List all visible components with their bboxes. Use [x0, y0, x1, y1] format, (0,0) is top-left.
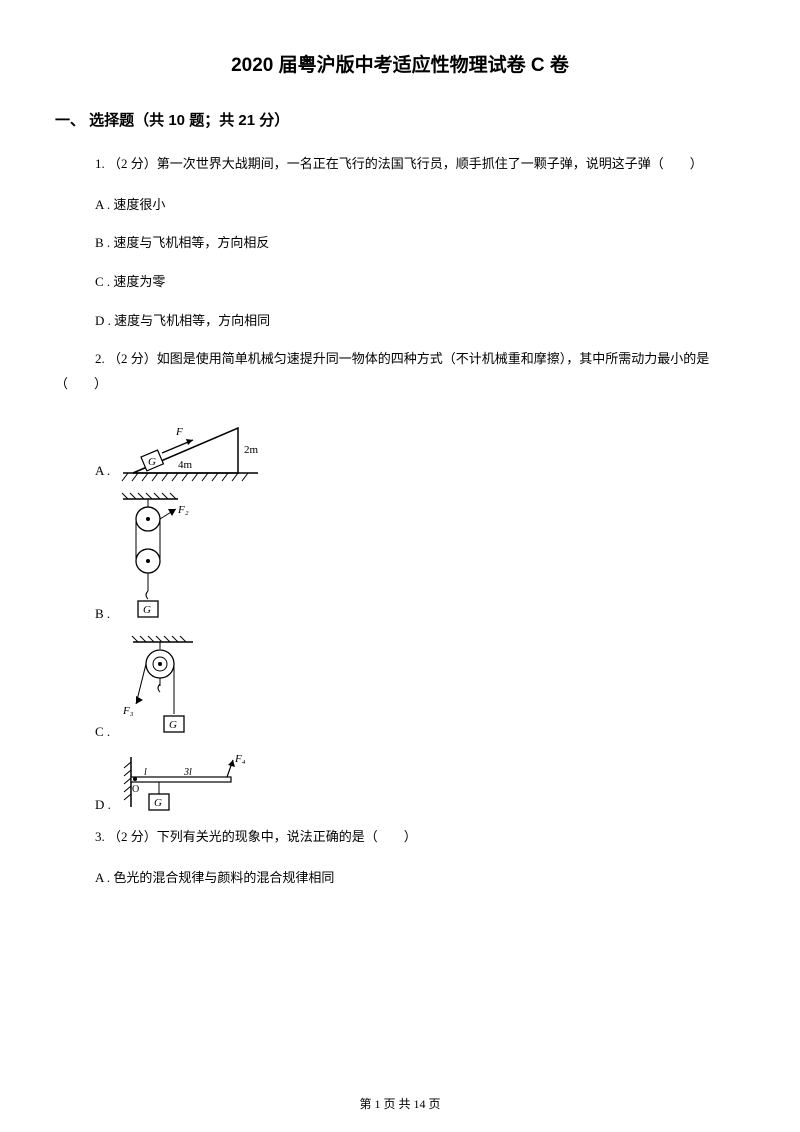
movable-pulley-icon: F₃ G — [118, 634, 208, 744]
svg-text:F₃: F₃ — [122, 705, 134, 717]
svg-text:G: G — [154, 797, 162, 809]
q2-d-label: D . — [95, 797, 111, 817]
q2-option-a: A . G F 4m 2m — [55, 413, 745, 483]
svg-text:3l: 3l — [183, 767, 192, 778]
q1-option-b: B . 速度与飞机相等，方向相反 — [55, 231, 745, 256]
svg-text:F₂: F₂ — [177, 504, 189, 516]
svg-text:G: G — [169, 719, 177, 731]
q2-option-d: D . O G F₄ l 3l — [55, 752, 745, 817]
inclined-plane-icon: G F 4m 2m — [118, 413, 268, 483]
page-footer: 第 1 页 共 14 页 — [0, 1095, 800, 1112]
svg-text:2m: 2m — [244, 444, 259, 456]
q3-stem: 3. （2 分）下列有关光的现象中，说法正确的是（ ） — [55, 825, 745, 850]
svg-text:F₄: F₄ — [234, 753, 246, 765]
q2-a-label: A . — [95, 463, 110, 483]
svg-text:4m: 4m — [178, 459, 193, 471]
q1-option-a: A . 速度很小 — [55, 193, 745, 218]
q2-c-label: C . — [95, 724, 110, 744]
q2-b-label: B . — [95, 606, 110, 626]
q1-stem: 1. （2 分）第一次世界大战期间，一名正在飞行的法国飞行员，顺手抓住了一颗子弹… — [55, 152, 745, 177]
q2-option-b: B . F₂ G — [55, 491, 745, 626]
q1-option-c: C . 速度为零 — [55, 270, 745, 295]
svg-text:O: O — [132, 784, 139, 795]
lever-icon: O G F₄ l 3l — [119, 752, 249, 817]
q3-option-a: A . 色光的混合规律与颜料的混合规律相同 — [55, 866, 745, 891]
svg-text:G: G — [143, 604, 151, 616]
q2-option-c: C . F₃ G — [55, 634, 745, 744]
section-header: 一、 选择题（共 10 题；共 21 分） — [55, 109, 745, 130]
q1-option-d: D . 速度与飞机相等，方向相同 — [55, 309, 745, 334]
q2-stem-line1: 2. （2 分）如图是使用简单机械匀速提升同一物体的四种方式（不计机械重和摩擦）… — [55, 347, 745, 372]
svg-text:F: F — [175, 426, 183, 438]
svg-text:l: l — [144, 767, 147, 778]
q2-stem-line2: （ ） — [55, 372, 745, 397]
svg-text:G: G — [148, 456, 156, 468]
page-title: 2020 届粤沪版中考适应性物理试卷 C 卷 — [55, 50, 745, 77]
block-tackle-icon: F₂ G — [118, 491, 198, 626]
q2-stem: 2. （2 分）如图是使用简单机械匀速提升同一物体的四种方式（不计机械重和摩擦）… — [55, 347, 745, 396]
